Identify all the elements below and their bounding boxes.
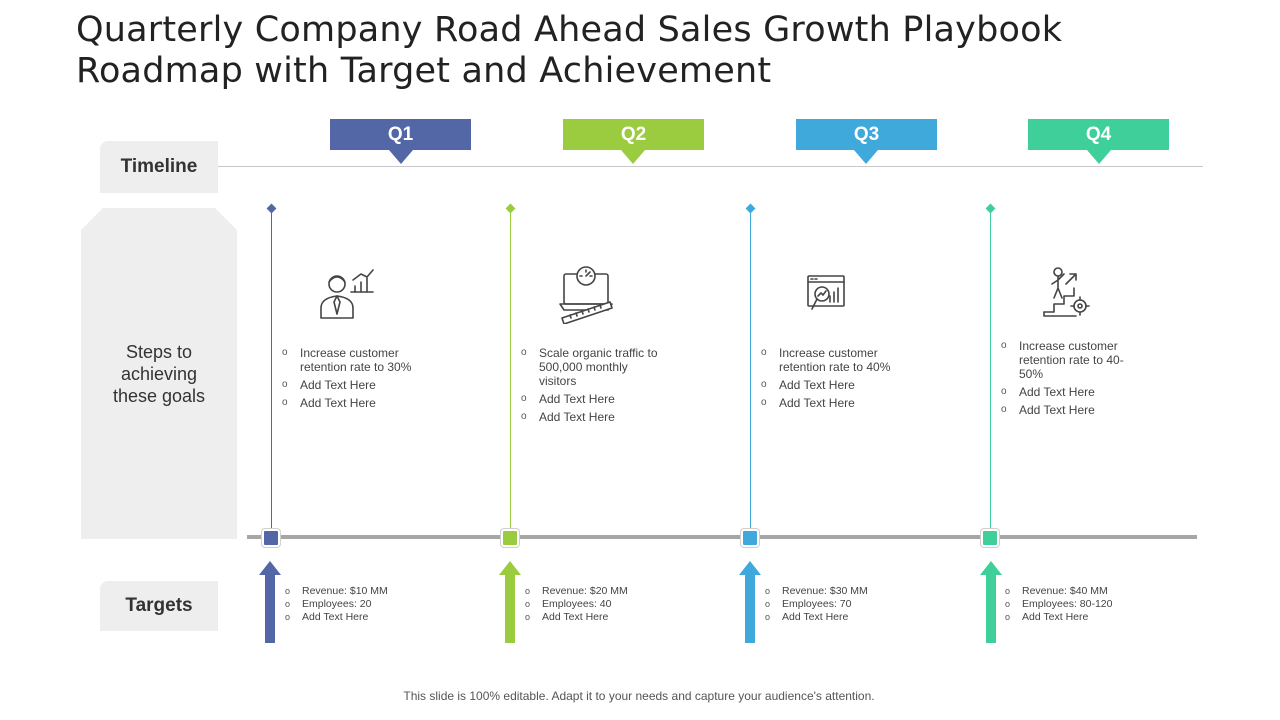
list-item: Add Text Here	[1001, 403, 1141, 417]
q2-targets-list: Revenue: $20 MM Employees: 40 Add Text H…	[525, 585, 665, 624]
list-item: Increase customer retention rate to 30%	[282, 346, 432, 374]
quarter-q3-pointer	[854, 150, 878, 164]
list-item: Increase customer retention rate to 40-5…	[1001, 339, 1141, 381]
timeline-row-label: Timeline	[100, 141, 218, 193]
page-title: Quarterly Company Road Ahead Sales Growt…	[76, 10, 1063, 91]
list-item: Add Text Here	[761, 378, 901, 392]
list-item: Increase customer retention rate to 40%	[761, 346, 901, 374]
targets-row-label: Targets	[100, 581, 218, 631]
q4-vertical-line	[990, 209, 991, 531]
list-item: Scale organic traffic to 500,000 monthly…	[521, 346, 661, 388]
q1-targets-list: Revenue: $10 MM Employees: 20 Add Text H…	[285, 585, 425, 624]
list-item: Add Text Here	[282, 396, 432, 410]
list-item: Revenue: $40 MM	[1005, 585, 1145, 598]
quarter-q3-header: Q3	[796, 119, 937, 150]
steps-row-label: Steps to achieving these goals	[81, 208, 237, 539]
list-item: Revenue: $10 MM	[285, 585, 425, 598]
list-item: Employees: 70	[765, 598, 905, 611]
q4-steps-list: Increase customer retention rate to 40-5…	[1001, 339, 1141, 421]
q1-steps-list: Increase customer retention rate to 30% …	[282, 346, 432, 414]
analytics-magnifier-icon	[807, 275, 845, 310]
quarter-q2-pointer	[621, 150, 645, 164]
quarter-q1-pointer	[389, 150, 413, 164]
q2-steps-list: Scale organic traffic to 500,000 monthly…	[521, 346, 661, 428]
list-item: Revenue: $30 MM	[765, 585, 905, 598]
footer-note: This slide is 100% editable. Adapt it to…	[403, 689, 875, 703]
q1-target-up-arrow	[259, 561, 281, 643]
q4-targets-list: Revenue: $40 MM Employees: 80-120 Add Te…	[1005, 585, 1145, 624]
timeline-line	[218, 166, 1203, 167]
list-item: Add Text Here	[282, 378, 432, 392]
list-item: Add Text Here	[1005, 611, 1145, 624]
q4-target-up-arrow	[980, 561, 1002, 643]
q3-vertical-line	[750, 209, 751, 531]
quarter-q4-header: Q4	[1028, 119, 1169, 150]
milestone-baseline	[247, 535, 1197, 539]
q1-vertical-line	[271, 209, 272, 531]
manager-growth-chart-icon	[320, 269, 374, 319]
q3-target-up-arrow	[739, 561, 761, 643]
quarter-q4-pointer	[1087, 150, 1111, 164]
steps-row-label-text: Steps to achieving these goals	[112, 341, 206, 406]
q2-target-up-arrow	[499, 561, 521, 643]
list-item: Add Text Here	[1001, 385, 1141, 399]
q2-milestone-node	[501, 529, 519, 547]
list-item: Add Text Here	[765, 611, 905, 624]
list-item: Add Text Here	[521, 410, 661, 424]
list-item: Add Text Here	[285, 611, 425, 624]
quarter-q2-header: Q2	[563, 119, 704, 150]
q2-vertical-line	[510, 209, 511, 531]
q3-milestone-node	[741, 529, 759, 547]
list-item: Add Text Here	[525, 611, 665, 624]
list-item: Revenue: $20 MM	[525, 585, 665, 598]
q1-milestone-node	[262, 529, 280, 547]
list-item: Employees: 40	[525, 598, 665, 611]
list-item: Add Text Here	[521, 392, 661, 406]
list-item: Add Text Here	[761, 396, 901, 410]
list-item: Employees: 80-120	[1005, 598, 1145, 611]
person-stairs-gear-icon	[1043, 267, 1090, 317]
laptop-speedometer-measure-icon	[559, 266, 613, 324]
list-item: Employees: 20	[285, 598, 425, 611]
q3-targets-list: Revenue: $30 MM Employees: 70 Add Text H…	[765, 585, 905, 624]
q4-milestone-node	[981, 529, 999, 547]
q3-steps-list: Increase customer retention rate to 40% …	[761, 346, 901, 414]
quarter-q1-header: Q1	[330, 119, 471, 150]
